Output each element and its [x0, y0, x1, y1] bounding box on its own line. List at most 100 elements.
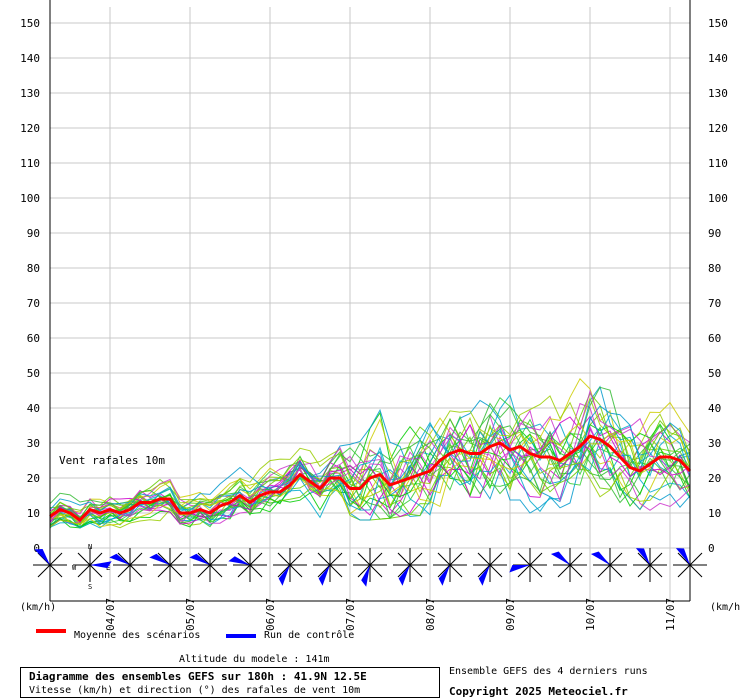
y-tick-label-left: 60 — [27, 332, 40, 345]
wind-direction-wedge — [228, 556, 250, 565]
runs-note: Ensemble GEFS des 4 derniers runs — [449, 666, 648, 677]
x-tick-label: 04/07 — [104, 598, 117, 631]
y-tick-label-right: 40 — [708, 402, 721, 415]
y-tick-label-right: 80 — [708, 262, 721, 275]
wind-direction-wedge — [361, 565, 370, 587]
ensemble-member-line — [49, 417, 691, 520]
y-tick-label-right: 120 — [708, 122, 728, 135]
y-tick-label-left: 70 — [27, 297, 40, 310]
wind-rose — [353, 548, 387, 587]
y-axis-unit-left: (km/h) — [20, 602, 56, 613]
wind-rose — [509, 548, 547, 582]
wind-direction-wedge — [318, 565, 330, 586]
legend-control-swatch — [226, 634, 256, 638]
wind-rose — [73, 548, 112, 582]
wind-rose — [33, 548, 67, 582]
y-tick-label-left: 20 — [27, 472, 40, 485]
chart-title: Diagramme des ensembles GEFS sur 180h : … — [29, 670, 367, 683]
legend-mean-swatch — [36, 629, 66, 633]
y-tick-label-left: 120 — [20, 122, 40, 135]
legend-control-label: Run de contrôle — [264, 630, 355, 641]
compass-w-label: W — [72, 564, 77, 572]
wind-direction-wedge — [509, 565, 530, 573]
wind-direction-wedge — [278, 565, 290, 586]
y-tick-label-right: 90 — [708, 227, 721, 240]
x-tick-label: 06/07 — [264, 598, 277, 631]
wind-rose — [633, 548, 667, 582]
y-tick-label-left: 110 — [20, 157, 40, 170]
x-axis-ticks: 04/07 05/07 06/07 07/07 08/07 09/07 10/07 11/07 — [104, 598, 677, 631]
y-tick-label-left: 80 — [27, 262, 40, 275]
y-tick-label-left: 0 — [33, 542, 40, 555]
legend-mean-label: Moyenne des scénarios — [74, 630, 201, 641]
chart-subtitle: Vitesse (km/h) et direction (°) des rafa… — [29, 685, 361, 696]
y-tick-label-left: 130 — [20, 87, 40, 100]
series-label: Vent rafales 10m — [59, 454, 165, 467]
compass-e-label: E — [106, 564, 110, 572]
y-tick-label-right: 130 — [708, 87, 728, 100]
y-tick-label-left: 90 — [27, 227, 40, 240]
wind-direction-wedge — [34, 549, 50, 565]
wind-direction-wedge — [675, 548, 690, 565]
ensemble-member-line — [49, 416, 691, 528]
y-tick-label-right: 140 — [708, 52, 728, 65]
y-tick-label-right: 10 — [708, 507, 721, 520]
y-tick-label-right: 0 — [708, 542, 715, 555]
ensemble-member-line — [49, 422, 691, 528]
wind-direction-wedge — [438, 565, 450, 586]
copyright: Copyright 2025 Meteociel.fr — [449, 685, 628, 698]
wind-direction-wedge — [149, 553, 170, 565]
wind-direction-wedge — [635, 548, 650, 565]
y-tick-label-left: 10 — [27, 507, 40, 520]
y-tick-label-right: 70 — [708, 297, 721, 310]
y-tick-label-left: 100 — [20, 192, 40, 205]
y-tick-label-left: 150 — [20, 17, 40, 30]
y-tick-label-right: 60 — [708, 332, 721, 345]
wind-rose — [590, 548, 627, 582]
wind-direction-wedge — [90, 561, 112, 569]
wind-direction-roses: N S W E — [33, 543, 707, 591]
y-axis-ticks: 0 0 10 10 20 20 30 30 40 40 50 50 60 60 70 70 80 80 90 90 10… — [20, 17, 728, 555]
x-tick-label: 05/07 — [184, 598, 197, 631]
wind-direction-wedge — [109, 553, 130, 565]
wind-rose — [109, 548, 147, 582]
wind-direction-wedge — [590, 551, 610, 565]
wind-rose — [433, 548, 467, 586]
y-axis-unit-right: (km/h) — [710, 602, 740, 613]
y-tick-label-left: 30 — [27, 437, 40, 450]
y-tick-label-right: 110 — [708, 157, 728, 170]
y-tick-label-right: 20 — [708, 472, 721, 485]
x-tick-label: 11/07 — [664, 598, 677, 631]
wind-rose — [189, 548, 227, 582]
ensemble-member-line — [49, 377, 691, 526]
wind-direction-wedge — [398, 565, 410, 586]
wind-direction-wedge — [550, 551, 570, 565]
x-tick-label: 08/07 — [424, 598, 437, 631]
wind-rose — [313, 548, 347, 586]
wind-direction-wedge — [478, 565, 490, 586]
y-tick-label-right: 150 — [708, 17, 728, 30]
y-tick-label-right: 30 — [708, 437, 721, 450]
y-tick-label-left: 40 — [27, 402, 40, 415]
y-tick-label-right: 50 — [708, 367, 721, 380]
x-tick-label: 10/07 — [584, 598, 597, 631]
plot-frame — [49, 0, 691, 602]
wind-rose — [228, 548, 267, 582]
wind-rose — [673, 548, 707, 582]
compass-s-label: S — [88, 583, 92, 591]
y-tick-label-right: 100 — [708, 192, 728, 205]
ensemble-member-line — [49, 418, 691, 524]
x-tick-label: 07/07 — [344, 598, 357, 631]
x-tick-label: 09/07 — [504, 598, 517, 631]
mean-series-line — [49, 434, 692, 522]
compass-n-label: N — [88, 543, 92, 551]
wind-rose — [149, 548, 187, 582]
wind-rose — [393, 548, 427, 586]
y-tick-label-left: 50 — [27, 367, 40, 380]
model-altitude: Altitude du modele : 141m — [179, 654, 330, 665]
wind-rose — [550, 548, 587, 582]
ensemble-member-line — [49, 405, 691, 521]
y-tick-label-left: 140 — [20, 52, 40, 65]
ensemble-member-line — [49, 402, 691, 523]
